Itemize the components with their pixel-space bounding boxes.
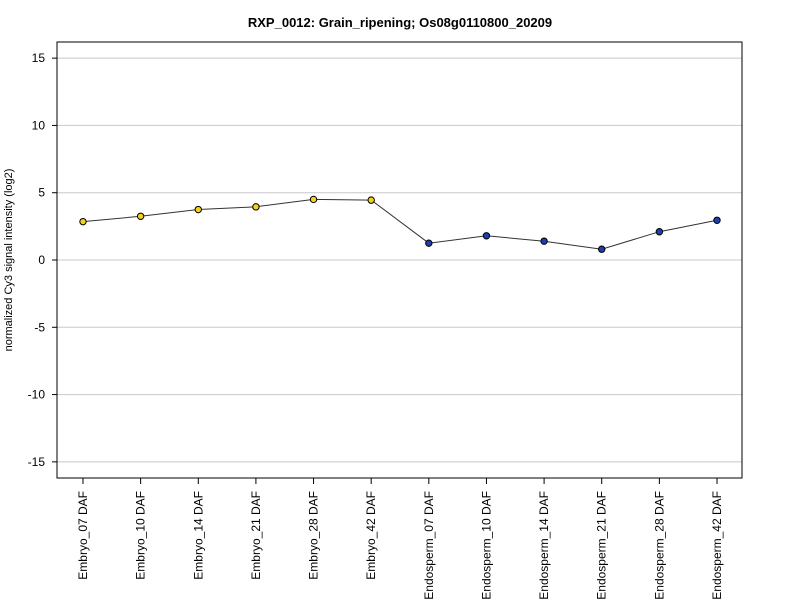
data-point — [425, 239, 433, 247]
x-tick-label: Embryo_10 DAF — [134, 491, 148, 580]
y-tick-label: -10 — [28, 388, 46, 402]
y-tick-label: 0 — [38, 253, 45, 267]
series — [79, 195, 721, 253]
chart-title: RXP_0012: Grain_ripening; Os08g0110800_2… — [248, 15, 552, 30]
x-tick-label: Endosperm_21 DAF — [595, 491, 609, 600]
x-tick-label: Endosperm_42 DAF — [710, 491, 724, 600]
data-point — [540, 237, 548, 245]
y-axis-label: normalized Cy3 signal intensity (log2) — [3, 169, 15, 352]
x-tick-label: Embryo_07 DAF — [76, 491, 90, 580]
y-tick-label: -15 — [28, 455, 46, 469]
plot-frame — [56, 41, 743, 479]
y-tick-label: -5 — [34, 320, 45, 334]
data-point — [194, 205, 202, 214]
x-tick-label: Embryo_14 DAF — [191, 491, 205, 580]
data-point — [79, 217, 87, 226]
data-point — [482, 232, 491, 240]
x-tick-label: Endosperm_28 DAF — [652, 491, 666, 600]
data-point — [136, 212, 145, 220]
data-point — [367, 196, 375, 204]
data-point — [252, 203, 260, 211]
data-point — [655, 228, 664, 236]
y-axis: 15 10 5 0 -5 -10 -15 — [28, 51, 57, 469]
y-tick-label: 10 — [32, 118, 46, 132]
x-axis: Embryo_07 DAF Embryo_10 DAF Embryo_14 DAF E… — [76, 478, 724, 600]
data-point — [598, 245, 606, 253]
y-tick-label: 5 — [38, 186, 45, 200]
data-point — [309, 195, 318, 204]
x-tick-label: Endosperm_07 DAF — [422, 491, 436, 600]
grid-lines — [57, 57, 742, 463]
x-tick-label: Embryo_42 DAF — [364, 491, 378, 580]
data-point — [713, 216, 721, 225]
y-tick-label: 15 — [32, 51, 46, 65]
x-tick-label: Embryo_28 DAF — [307, 491, 321, 580]
x-tick-label: Endosperm_14 DAF — [537, 491, 551, 600]
series-line — [82, 198, 718, 250]
x-tick-label: Endosperm_10 DAF — [479, 491, 493, 600]
x-tick-label: Embryo_21 DAF — [249, 491, 263, 580]
